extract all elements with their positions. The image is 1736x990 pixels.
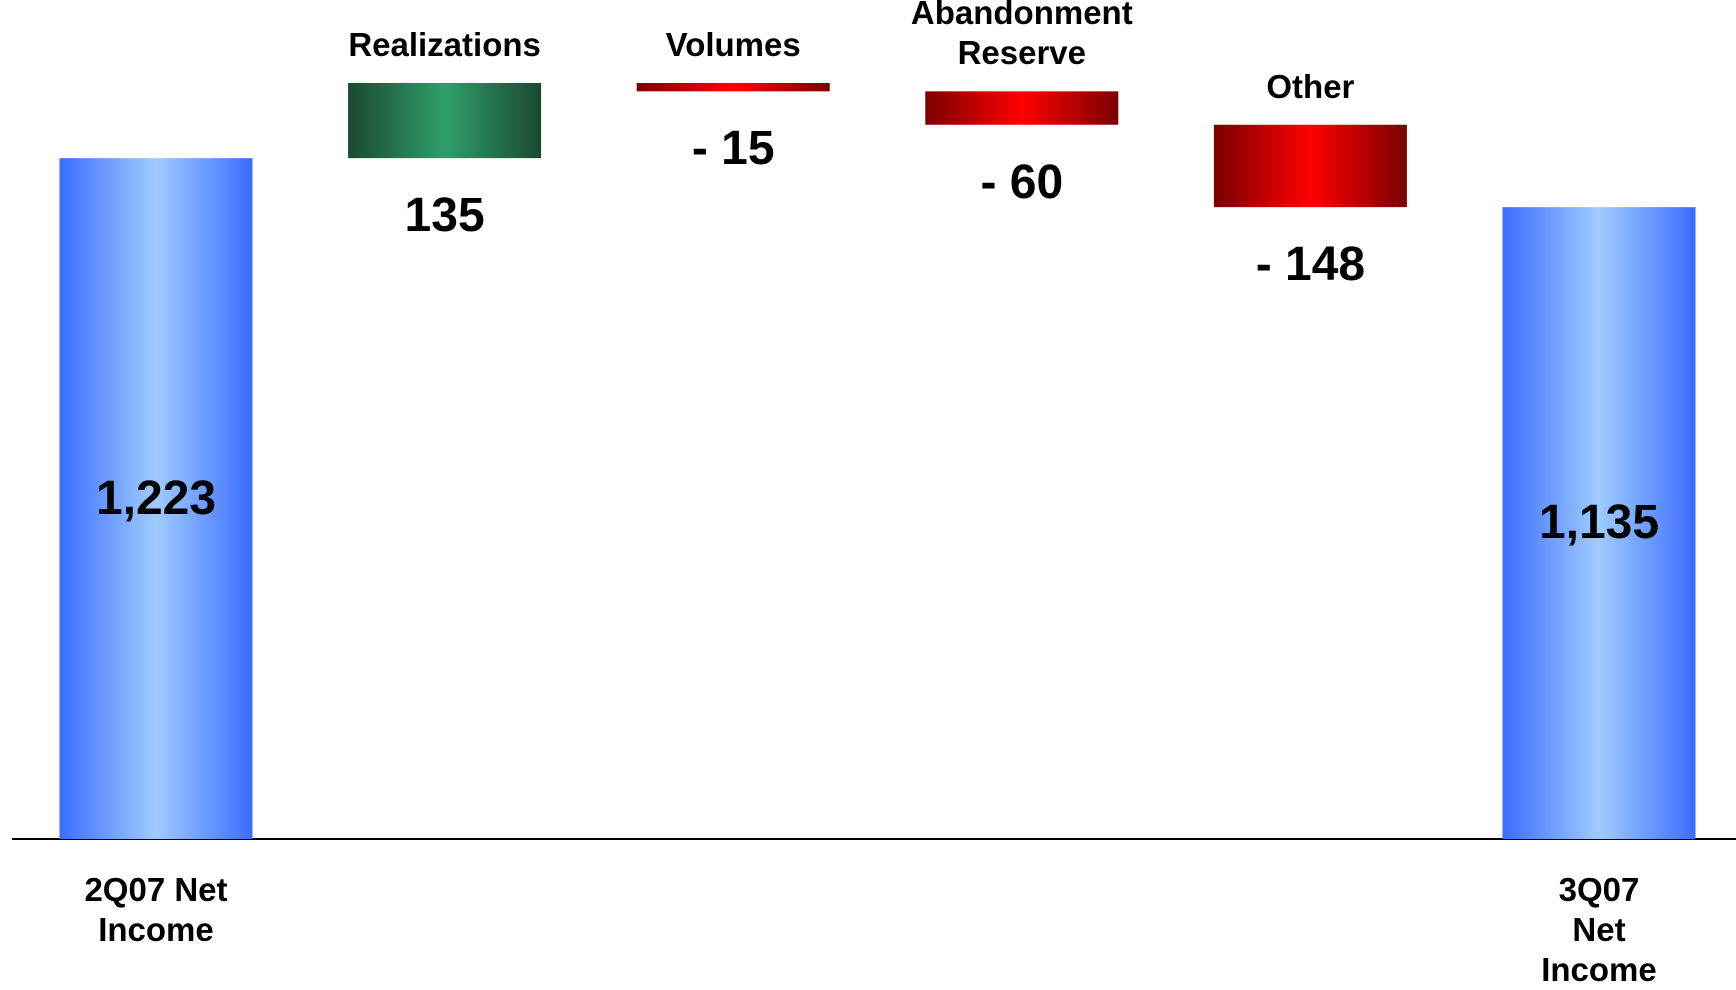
value-label: 135 [404,189,485,243]
bar [1213,124,1407,208]
category-label: 2Q07 Net Income [84,871,228,948]
category-label: Volumes [665,26,801,63]
bar [59,158,253,839]
value-label: - 60 [980,155,1064,209]
page: {"chart_data": {"type": "waterfall", "ca… [12,0,1736,988]
chart [12,83,1736,840]
category-label: Realizations [348,26,541,63]
value-label: 1,223 [95,471,217,525]
value-label: - 15 [691,122,775,176]
category-label: Other [1266,67,1355,105]
bar [925,91,1119,125]
value-label: - 148 [1255,238,1366,292]
bar [1502,207,1696,839]
value-label: 1,135 [1538,496,1660,550]
bar [636,83,830,92]
category-label: 3Q07 Net Income [1541,871,1657,988]
bar [348,83,542,159]
category-label: Abandonment Reserve [910,0,1133,72]
